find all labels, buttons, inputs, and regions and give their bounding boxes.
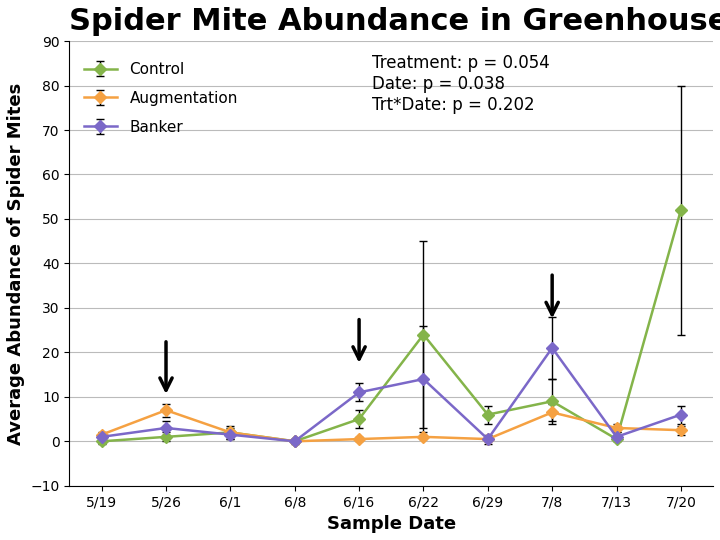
Text: Spider Mite Abundance in Greenhouses Over Nine Weeks: Spider Mite Abundance in Greenhouses Ove… <box>69 7 720 36</box>
X-axis label: Sample Date: Sample Date <box>327 515 456 533</box>
Text: Treatment: p = 0.054
Date: p = 0.038
Trt*Date: p = 0.202: Treatment: p = 0.054 Date: p = 0.038 Trt… <box>372 55 549 114</box>
Y-axis label: Average Abundance of Spider Mites: Average Abundance of Spider Mites <box>7 82 25 444</box>
Legend: Control, Augmentation, Banker: Control, Augmentation, Banker <box>84 62 238 134</box>
